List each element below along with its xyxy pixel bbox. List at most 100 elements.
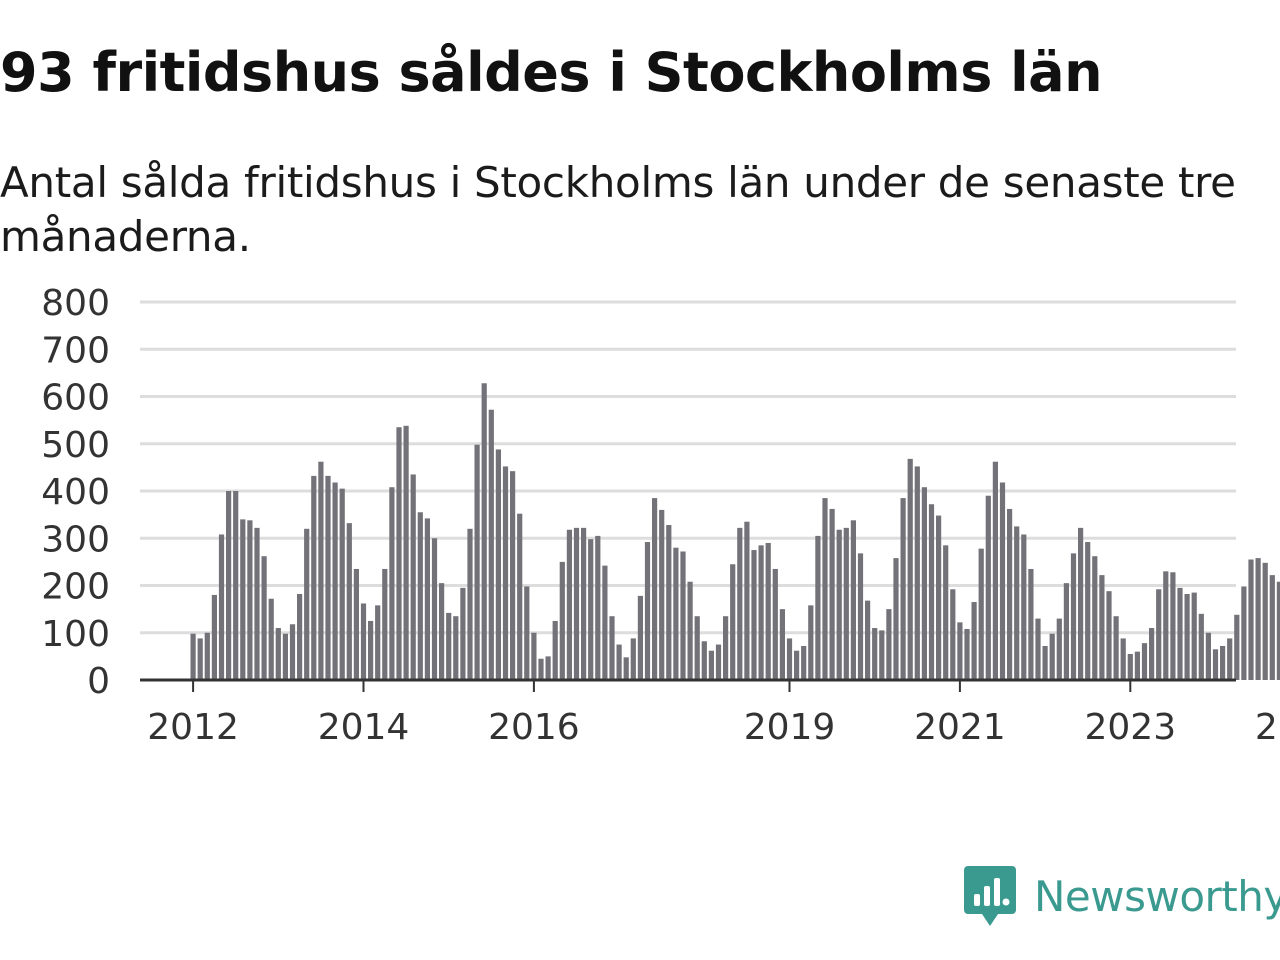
bar	[602, 565, 608, 680]
bar	[1163, 571, 1169, 680]
bar	[936, 515, 942, 680]
bar	[964, 628, 970, 680]
brand-name: Newsworthy	[1034, 872, 1280, 921]
bar	[360, 603, 367, 680]
bar	[843, 527, 849, 680]
bar	[261, 556, 267, 680]
bar	[247, 520, 253, 680]
bar	[1198, 613, 1204, 680]
bar	[666, 525, 672, 680]
bar	[431, 538, 438, 680]
bar	[389, 487, 395, 680]
x-tick-label: 2014	[318, 707, 410, 748]
bar	[346, 523, 352, 680]
bar	[1149, 628, 1155, 680]
chart-title: 93 fritidshus såldes i Stockholms län	[0, 41, 1103, 104]
bar	[233, 491, 239, 680]
bar	[559, 561, 565, 681]
bar	[275, 628, 281, 680]
bar	[772, 568, 778, 680]
bar	[1276, 581, 1280, 680]
bar	[524, 586, 530, 680]
bar	[609, 616, 615, 680]
bar	[545, 656, 551, 681]
bar	[723, 616, 729, 680]
bar	[538, 658, 544, 680]
bar	[382, 568, 388, 680]
bar	[1212, 649, 1219, 680]
bar	[1177, 587, 1183, 680]
bar	[1014, 526, 1020, 680]
axes: 0 100 200 300 400 500 600 700 800 2012 2014 2016 201…	[41, 283, 1280, 748]
bar	[460, 587, 466, 680]
bar	[992, 461, 998, 680]
bar	[1106, 591, 1112, 680]
bar	[581, 527, 587, 680]
bar	[375, 605, 381, 680]
bar	[204, 632, 210, 680]
bar	[914, 466, 920, 680]
bar	[879, 630, 885, 680]
y-tick-label: 500	[41, 425, 110, 466]
bar	[368, 620, 374, 680]
bar	[1028, 568, 1034, 680]
bar	[446, 612, 452, 680]
bar	[410, 474, 416, 680]
bar	[417, 512, 423, 680]
bar	[1056, 618, 1062, 680]
bar	[829, 508, 835, 680]
bar	[1113, 616, 1119, 680]
bar	[865, 600, 871, 680]
bar	[786, 638, 793, 680]
bar	[616, 644, 622, 680]
bar	[218, 534, 225, 680]
bar	[1262, 562, 1268, 680]
y-tick-label: 400	[41, 472, 110, 513]
bar	[1099, 575, 1105, 680]
bar	[304, 528, 310, 680]
bar	[495, 449, 501, 680]
y-tick-label: 300	[41, 519, 110, 560]
x-tick-label: 2021	[914, 707, 1006, 748]
bar	[566, 529, 572, 680]
bar	[1070, 553, 1077, 680]
bar	[1269, 575, 1275, 680]
bar	[907, 458, 913, 680]
bar	[474, 444, 480, 680]
bar	[758, 545, 764, 680]
bar	[517, 513, 523, 680]
bar	[744, 521, 750, 680]
bar	[1170, 572, 1176, 680]
bar	[985, 495, 991, 680]
bar	[751, 550, 757, 680]
bar	[311, 475, 317, 680]
bar	[652, 498, 658, 680]
x-tick-label: 2019	[744, 707, 836, 748]
bar	[339, 488, 345, 680]
bar	[971, 602, 977, 680]
bar	[268, 598, 274, 680]
bar	[673, 547, 679, 680]
bar	[396, 427, 402, 680]
bar	[1255, 558, 1261, 680]
bar	[297, 594, 303, 680]
bar	[1134, 651, 1140, 680]
bar	[978, 548, 984, 680]
bar	[1120, 638, 1126, 680]
bar	[502, 466, 509, 680]
bars	[190, 383, 1280, 681]
bar	[872, 628, 878, 680]
bar	[1063, 583, 1069, 680]
bar	[573, 527, 580, 680]
bar	[240, 519, 246, 680]
bar	[644, 542, 651, 680]
bar	[822, 498, 828, 680]
bar	[694, 616, 700, 680]
bar	[1184, 594, 1190, 680]
bar	[957, 622, 963, 680]
bar	[1191, 592, 1197, 680]
bar	[1035, 618, 1041, 680]
bar	[808, 605, 814, 680]
bar	[424, 518, 430, 680]
bar	[481, 383, 487, 680]
